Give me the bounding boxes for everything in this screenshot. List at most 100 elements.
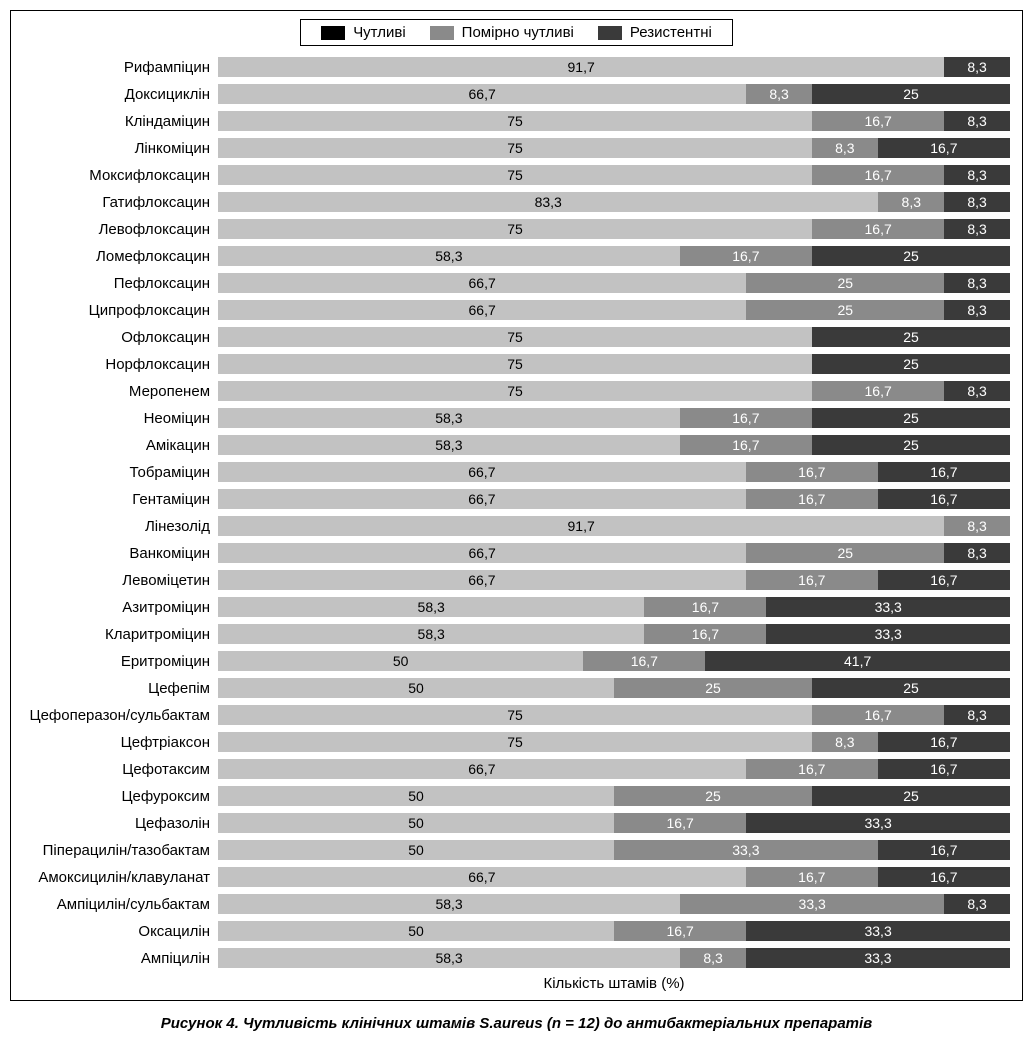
- bar-segment-moderate: 25: [614, 678, 812, 698]
- bar-segment-resistant: 16,7: [878, 840, 1010, 860]
- bar-segment-moderate: 8,3: [944, 516, 1010, 536]
- row-label: Лінкоміцин: [23, 140, 218, 157]
- stacked-bar: 58,316,725: [218, 246, 1010, 266]
- x-axis-label: Кількість штамів (%): [23, 975, 1010, 992]
- bar-segment-moderate: 8,3: [812, 732, 878, 752]
- bar-segment-sensitive: 50: [218, 840, 614, 860]
- chart-row: Доксициклін66,78,325: [23, 83, 1010, 105]
- bar-segment-sensitive: 66,7: [218, 543, 746, 563]
- bar-segment-sensitive: 75: [218, 111, 812, 131]
- bar-segment-resistant: 16,7: [878, 759, 1010, 779]
- legend-swatch-moderate: [430, 26, 454, 40]
- bar-segment-moderate: 16,7: [812, 111, 944, 131]
- stacked-bar: 66,716,716,7: [218, 867, 1010, 887]
- chart-row: Оксацилін5016,733,3: [23, 920, 1010, 942]
- bar-segment-moderate: 16,7: [614, 921, 746, 941]
- row-label: Гатифлоксацин: [23, 194, 218, 211]
- bar-segment-moderate: 8,3: [812, 138, 878, 158]
- bar-segment-sensitive: 91,7: [218, 516, 944, 536]
- bar-segment-resistant: 8,3: [944, 273, 1010, 293]
- bar-segment-resistant: 16,7: [878, 462, 1010, 482]
- chart-row: Неоміцин58,316,725: [23, 407, 1010, 429]
- figure-caption: Рисунок 4. Чутливість клінічних штамів S…: [10, 1015, 1023, 1032]
- chart-row: Кларитроміцин58,316,733,3: [23, 623, 1010, 645]
- legend-swatch-resistant: [598, 26, 622, 40]
- row-label: Тобраміцин: [23, 464, 218, 481]
- bar-segment-resistant: 25: [812, 678, 1010, 698]
- chart-row: Ампіцилін/сульбактам58,333,38,3: [23, 893, 1010, 915]
- row-label: Доксициклін: [23, 86, 218, 103]
- chart-row: Амоксицилін/клавуланат66,716,716,7: [23, 866, 1010, 888]
- chart-row: Лінкоміцин758,316,7: [23, 137, 1010, 159]
- bar-segment-resistant: 16,7: [878, 489, 1010, 509]
- legend-label-sensitive: Чутливі: [353, 24, 405, 41]
- bar-segment-moderate: 25: [746, 273, 944, 293]
- stacked-bar: 66,716,716,7: [218, 462, 1010, 482]
- bar-segment-sensitive: 83,3: [218, 192, 878, 212]
- row-label: Цефоперазон/сульбактам: [23, 707, 218, 724]
- row-label: Ванкоміцин: [23, 545, 218, 562]
- bar-segment-moderate: 16,7: [680, 435, 812, 455]
- chart-row: Піперацилін/тазобактам5033,316,7: [23, 839, 1010, 861]
- stacked-bar: 5016,733,3: [218, 921, 1010, 941]
- bar-segment-resistant: 16,7: [878, 138, 1010, 158]
- row-label: Левоміцетин: [23, 572, 218, 589]
- legend-item-moderate: Помірно чутливі: [430, 24, 574, 41]
- stacked-bar: 5016,741,7: [218, 651, 1010, 671]
- chart-row: Амікацин58,316,725: [23, 434, 1010, 456]
- chart-row: Кліндаміцин7516,78,3: [23, 110, 1010, 132]
- bar-segment-sensitive: 50: [218, 921, 614, 941]
- bar-segment-moderate: 8,3: [680, 948, 746, 968]
- bar-segment-sensitive: 75: [218, 354, 812, 374]
- bar-segment-sensitive: 66,7: [218, 300, 746, 320]
- bar-segment-sensitive: 66,7: [218, 570, 746, 590]
- chart-row: Левоміцетин66,716,716,7: [23, 569, 1010, 591]
- bar-segment-moderate: 16,7: [746, 759, 878, 779]
- bar-segment-moderate: 16,7: [746, 462, 878, 482]
- bar-segment-moderate: 16,7: [746, 570, 878, 590]
- bar-segment-resistant: 33,3: [746, 813, 1010, 833]
- bar-segment-sensitive: 58,3: [218, 597, 644, 617]
- row-label: Ампіцилін: [23, 950, 218, 967]
- bar-segment-moderate: 16,7: [680, 408, 812, 428]
- bar-segment-resistant: 8,3: [944, 300, 1010, 320]
- bar-segment-sensitive: 58,3: [218, 948, 680, 968]
- row-label: Еритроміцин: [23, 653, 218, 670]
- stacked-bar: 7516,78,3: [218, 219, 1010, 239]
- stacked-bar: 66,716,716,7: [218, 489, 1010, 509]
- bar-segment-resistant: 16,7: [878, 732, 1010, 752]
- row-label: Ломефлоксацин: [23, 248, 218, 265]
- legend-item-sensitive: Чутливі: [321, 24, 405, 41]
- chart-row: Цефепім502525: [23, 677, 1010, 699]
- stacked-bar: 7516,78,3: [218, 165, 1010, 185]
- stacked-bar: 91,78,3: [218, 57, 1010, 77]
- bar-segment-sensitive: 66,7: [218, 759, 746, 779]
- bar-segment-sensitive: 75: [218, 219, 812, 239]
- stacked-bar: 7525: [218, 354, 1010, 374]
- chart-row: Левофлоксацин7516,78,3: [23, 218, 1010, 240]
- bar-segment-resistant: 8,3: [944, 543, 1010, 563]
- bar-segment-resistant: 8,3: [944, 219, 1010, 239]
- chart-row: Ампіцилін58,38,333,3: [23, 947, 1010, 969]
- bar-segment-moderate: 25: [614, 786, 812, 806]
- bar-segment-resistant: 8,3: [944, 381, 1010, 401]
- bar-segment-sensitive: 50: [218, 813, 614, 833]
- chart-row: Пефлоксацин66,7258,3: [23, 272, 1010, 294]
- row-label: Пефлоксацин: [23, 275, 218, 292]
- bar-segment-sensitive: 50: [218, 786, 614, 806]
- bar-segment-sensitive: 75: [218, 381, 812, 401]
- chart-row: Цефоперазон/сульбактам7516,78,3: [23, 704, 1010, 726]
- bar-segment-sensitive: 58,3: [218, 408, 680, 428]
- stacked-bar: 83,38,38,3: [218, 192, 1010, 212]
- bar-segment-resistant: 16,7: [878, 867, 1010, 887]
- bar-segment-sensitive: 75: [218, 327, 812, 347]
- chart-row: Тобраміцин66,716,716,7: [23, 461, 1010, 483]
- stacked-bar: 5033,316,7: [218, 840, 1010, 860]
- bar-segment-sensitive: 66,7: [218, 84, 746, 104]
- bar-segment-moderate: 16,7: [680, 246, 812, 266]
- chart-row: Офлоксацин7525: [23, 326, 1010, 348]
- bar-segment-resistant: 25: [812, 84, 1010, 104]
- chart-row: Еритроміцин5016,741,7: [23, 650, 1010, 672]
- stacked-bar: 91,78,3: [218, 516, 1010, 536]
- row-label: Меропенем: [23, 383, 218, 400]
